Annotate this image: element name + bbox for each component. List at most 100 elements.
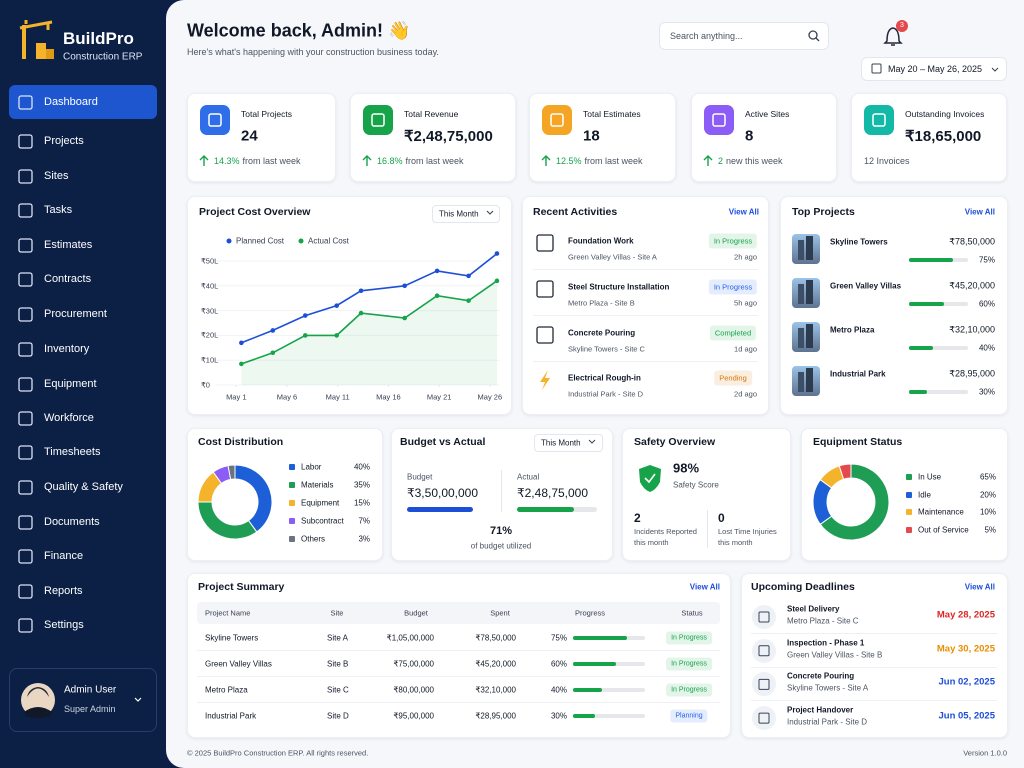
legend-value: 5%: [984, 525, 996, 535]
divider: [501, 470, 502, 512]
legend-label: Actual Cost: [308, 236, 349, 246]
status-badge: Completed: [709, 325, 757, 341]
divider: [751, 633, 997, 634]
deadlines-card: [741, 573, 1008, 738]
y-tick-label: ₹40L: [201, 281, 219, 291]
project-thumbnail: [792, 278, 820, 308]
deadline-site: Industrial Park - Site D: [787, 717, 868, 727]
lti-label: Lost Time Injuries this month: [718, 527, 777, 547]
budget-value: ₹3,50,00,000: [407, 486, 479, 500]
project-thumbnail: [792, 366, 820, 396]
progress-track: [573, 688, 645, 692]
x-tick-label: May 16: [376, 392, 401, 402]
deadline-title: Concrete Pouring: [787, 671, 855, 681]
actual-label: Actual: [517, 472, 540, 482]
filter-label: This Month: [541, 438, 581, 448]
deadline-icon: [752, 605, 776, 629]
nav-item[interactable]: [9, 159, 157, 193]
x-tick-label: May 21: [426, 392, 452, 402]
kpi-label: Outstanding Invoices: [905, 109, 985, 119]
deadline-date: Jun 05, 2025: [938, 710, 995, 722]
table-header: [197, 602, 720, 624]
view-all-link[interactable]: View All: [689, 582, 720, 592]
date-picker[interactable]: [861, 57, 1007, 81]
activity-title: Steel Structure Installation: [568, 282, 670, 292]
legend-swatch: [289, 482, 295, 488]
deadline-site: Metro Plaza - Site C: [787, 616, 859, 626]
nav-item[interactable]: [9, 193, 157, 227]
card-title: Recent Activities: [533, 206, 618, 218]
progress-fill: [573, 636, 627, 640]
project-thumbnail: [792, 234, 820, 264]
cell-budget: ₹80,00,000: [393, 685, 434, 695]
kpi-note: from last week: [405, 156, 464, 166]
cell-progress: 75%: [550, 633, 567, 643]
cell-progress: 60%: [550, 659, 567, 669]
nav-label: Inventory: [44, 343, 90, 355]
cell-site: Site B: [327, 659, 349, 669]
legend-label: Others: [301, 534, 326, 544]
nav-item[interactable]: [9, 85, 157, 119]
nav-item[interactable]: [9, 574, 157, 608]
legend-value: 10%: [979, 507, 996, 517]
safety-card: [622, 428, 791, 561]
x-tick-label: May 11: [325, 392, 350, 402]
user-card[interactable]: [9, 668, 157, 732]
row-divider: [197, 676, 720, 677]
search-box[interactable]: [659, 22, 829, 50]
card-title: Top Projects: [792, 206, 855, 218]
legend-label: Planned Cost: [236, 236, 285, 246]
card-title: Equipment Status: [813, 436, 903, 448]
filter-select[interactable]: [534, 434, 603, 452]
legend-swatch: [906, 527, 912, 534]
project-thumbnail: [792, 322, 820, 352]
progress-track: [573, 714, 645, 718]
activities-card: [522, 196, 769, 415]
deadline-date: May 28, 2025: [936, 609, 995, 621]
user-name: Admin User: [64, 684, 117, 696]
lti-value: 0: [718, 511, 725, 525]
view-all-link[interactable]: View All: [964, 582, 995, 592]
deadline-icon: [752, 638, 776, 663]
deadline-icon: [752, 706, 776, 731]
notification-badge: 3: [896, 20, 908, 32]
nav-label: Dashboard: [44, 96, 98, 108]
kpi-icon: [363, 105, 393, 135]
cell-name: Industrial Park: [205, 711, 257, 721]
view-all-link[interactable]: View All: [964, 207, 995, 217]
activity-time: 2h ago: [734, 252, 757, 262]
deadline-site: Green Valley Villas - Site B: [787, 650, 883, 660]
view-all-link[interactable]: View All: [728, 207, 759, 217]
cell-name: Skyline Towers: [205, 633, 259, 643]
y-tick-label: ₹0: [201, 380, 210, 390]
status-badge: In Progress: [666, 683, 712, 697]
kpi-value: 8: [745, 127, 754, 145]
activity-title: Concrete Pouring: [568, 328, 636, 338]
progress-fill: [573, 688, 602, 692]
legend-value: 3%: [358, 534, 370, 544]
deadline-date: Jun 02, 2025: [938, 676, 995, 688]
card-title: Cost Distribution: [198, 436, 284, 448]
nav-label: Tasks: [44, 204, 73, 216]
budget-bar: [407, 507, 473, 512]
row-divider: [197, 702, 720, 703]
filter-select[interactable]: [432, 205, 500, 223]
deadline-title: Steel Delivery: [787, 604, 840, 614]
activity-site: Metro Plaza - Site B: [568, 298, 635, 308]
project-amount: ₹45,20,000: [949, 280, 995, 291]
nav-label: Reports: [44, 585, 83, 597]
nav-label: Timesheets: [44, 446, 101, 458]
incidents-label: Incidents Reported this month: [634, 527, 697, 547]
cell-budget: ₹95,00,000: [393, 711, 434, 721]
utilization-value: 71%: [489, 525, 513, 537]
progress-fill: [909, 346, 933, 350]
progress-fill: [909, 302, 945, 306]
legend-value: 35%: [353, 480, 370, 490]
safety-score-label: Safety Score: [673, 480, 719, 490]
project-amount: ₹78,50,000: [949, 236, 995, 247]
legend-swatch: [289, 518, 295, 524]
nav-label: Finance: [44, 550, 84, 562]
kpi-icon: [864, 105, 894, 135]
project-name: Skyline Towers: [830, 237, 888, 247]
